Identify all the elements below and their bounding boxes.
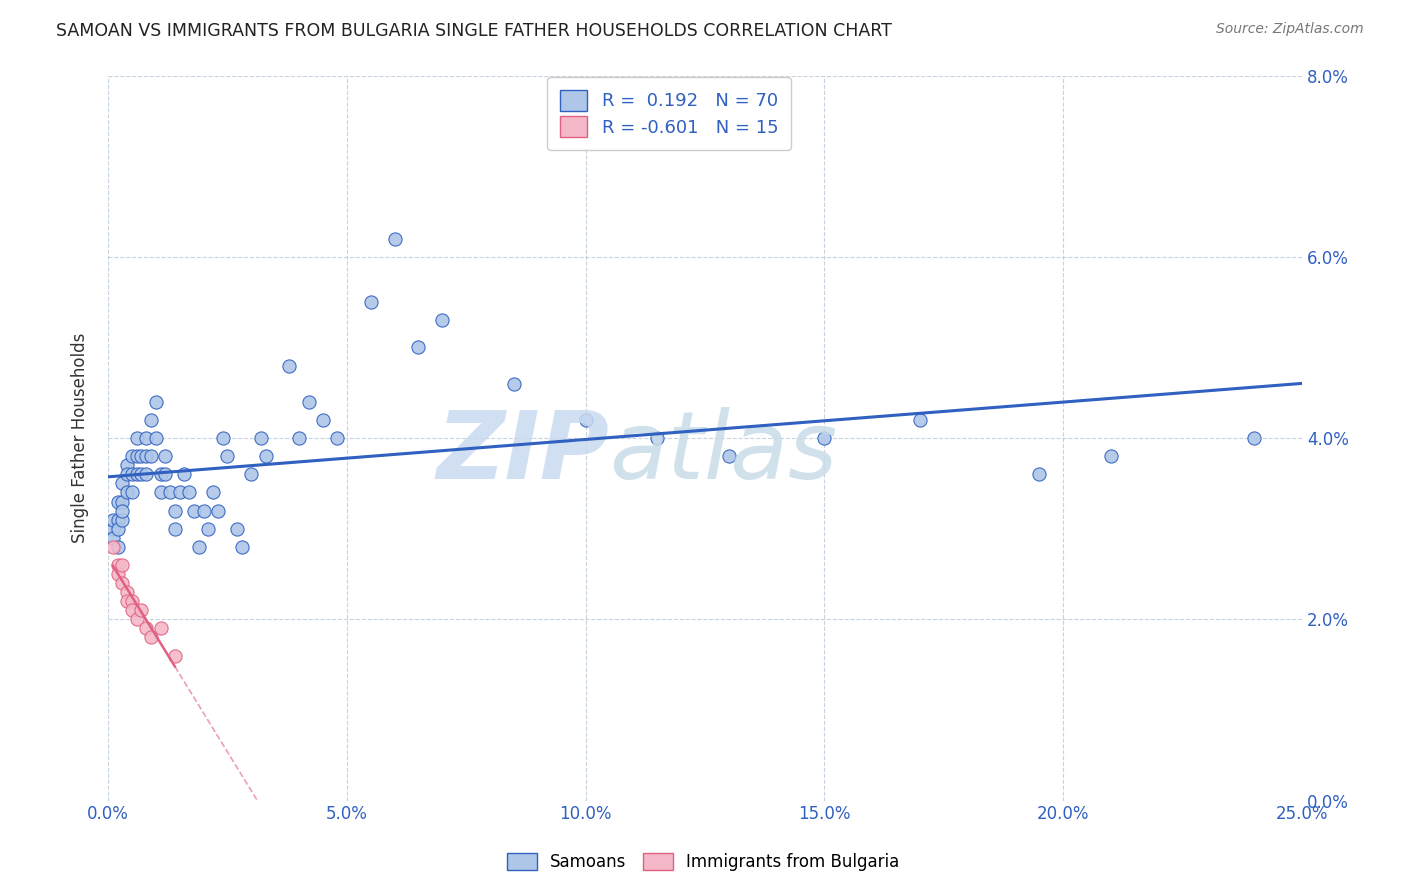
Point [145, 394, 167, 409]
Point [250, 431, 273, 445]
Point [297, 394, 319, 409]
Point [240, 467, 263, 482]
Point [121, 485, 143, 500]
Point [1099, 449, 1122, 463]
Point [207, 503, 229, 517]
Legend: R =  0.192   N = 70, R = -0.601   N = 15: R = 0.192 N = 70, R = -0.601 N = 15 [547, 78, 790, 150]
Text: Source: ZipAtlas.com: Source: ZipAtlas.com [1216, 22, 1364, 37]
Point [1243, 431, 1265, 445]
Point [312, 413, 335, 427]
Point [135, 431, 157, 445]
Point [149, 621, 172, 635]
Point [155, 449, 177, 463]
Point [121, 603, 143, 617]
Point [145, 431, 167, 445]
Point [197, 522, 219, 536]
Point [111, 576, 134, 591]
Point [107, 567, 129, 582]
Point [101, 513, 124, 527]
Point [193, 503, 215, 517]
Point [574, 413, 596, 427]
Point [226, 522, 249, 536]
Point [360, 295, 382, 310]
Point [326, 431, 349, 445]
Point [163, 648, 186, 663]
Point [278, 359, 301, 373]
Point [115, 467, 138, 482]
Point [125, 449, 148, 463]
Point [111, 503, 134, 517]
Point [111, 494, 134, 508]
Point [187, 540, 209, 554]
Point [107, 513, 129, 527]
Point [101, 540, 124, 554]
Legend: Samoans, Immigrants from Bulgaria: Samoans, Immigrants from Bulgaria [498, 845, 908, 880]
Point [149, 485, 172, 500]
Point [131, 449, 153, 463]
Point [384, 232, 406, 246]
Point [169, 485, 191, 500]
Point [717, 449, 740, 463]
Point [107, 558, 129, 572]
Text: ZIP: ZIP [437, 407, 609, 499]
Point [135, 467, 157, 482]
Point [173, 467, 195, 482]
Point [163, 503, 186, 517]
Point [163, 522, 186, 536]
Point [121, 449, 143, 463]
Point [645, 431, 668, 445]
Point [111, 558, 134, 572]
Point [115, 485, 138, 500]
Point [111, 513, 134, 527]
Point [813, 431, 835, 445]
Point [121, 467, 143, 482]
Point [159, 485, 181, 500]
Point [101, 531, 124, 545]
Point [231, 540, 253, 554]
Point [121, 594, 143, 608]
Point [115, 458, 138, 473]
Point [107, 494, 129, 508]
Point [202, 485, 225, 500]
Point [131, 467, 153, 482]
Point [125, 467, 148, 482]
Point [139, 631, 162, 645]
Point [131, 603, 153, 617]
Point [115, 585, 138, 599]
Point [101, 522, 124, 536]
Point [908, 413, 931, 427]
Point [111, 476, 134, 491]
Point [211, 431, 233, 445]
Y-axis label: Single Father Households: Single Father Households [72, 333, 89, 543]
Point [149, 467, 172, 482]
Point [217, 449, 239, 463]
Point [135, 621, 157, 635]
Point [115, 594, 138, 608]
Text: SAMOAN VS IMMIGRANTS FROM BULGARIA SINGLE FATHER HOUSEHOLDS CORRELATION CHART: SAMOAN VS IMMIGRANTS FROM BULGARIA SINGL… [56, 22, 893, 40]
Point [125, 612, 148, 626]
Point [155, 467, 177, 482]
Text: atlas: atlas [609, 407, 838, 498]
Point [503, 376, 526, 391]
Point [139, 413, 162, 427]
Point [432, 313, 454, 327]
Point [139, 449, 162, 463]
Point [183, 503, 205, 517]
Point [135, 449, 157, 463]
Point [1028, 467, 1050, 482]
Point [408, 340, 430, 354]
Point [107, 540, 129, 554]
Point [179, 485, 201, 500]
Point [125, 431, 148, 445]
Point [288, 431, 311, 445]
Point [107, 522, 129, 536]
Point [254, 449, 277, 463]
